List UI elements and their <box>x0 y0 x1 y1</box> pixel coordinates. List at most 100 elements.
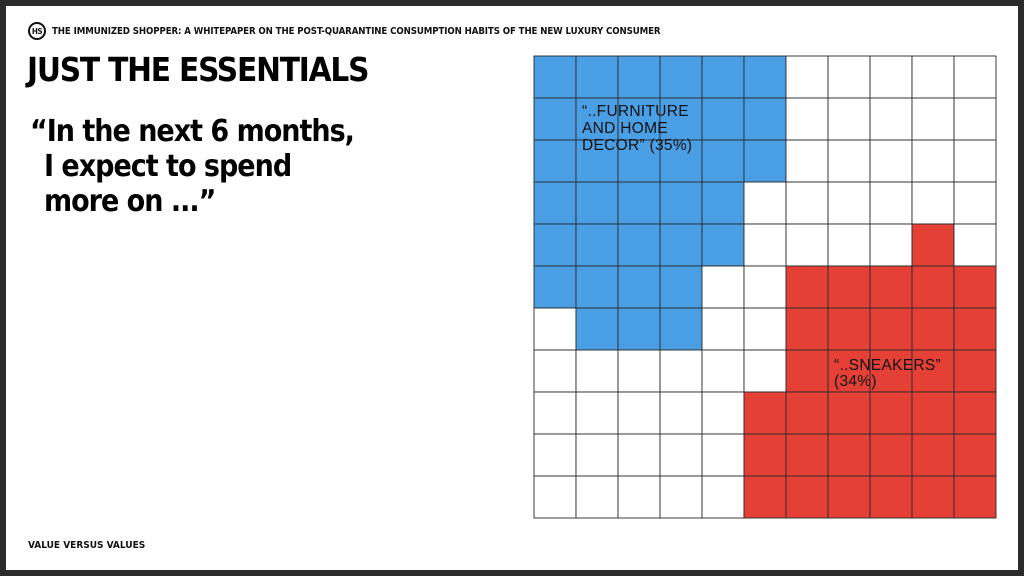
waffle-cell-furniture <box>743 55 787 99</box>
waffle-cell-empty <box>827 223 871 267</box>
waffle-cell-empty <box>533 391 577 435</box>
waffle-cell-empty <box>701 391 745 435</box>
waffle-cell-empty <box>701 433 745 477</box>
waffle-cell-sneakers <box>953 475 997 519</box>
waffle-cell-furniture <box>701 55 745 99</box>
waffle-cell-sneakers <box>827 307 871 351</box>
hs-logo-icon: HS <box>28 22 46 40</box>
waffle-cell-furniture <box>617 223 661 267</box>
waffle-cell-empty <box>953 97 997 141</box>
waffle-cell-sneakers <box>785 475 829 519</box>
waffle-cell-empty <box>617 475 661 519</box>
waffle-cell-empty <box>701 475 745 519</box>
waffle-cell-sneakers <box>953 349 997 393</box>
waffle-cell-empty <box>575 391 619 435</box>
header: HS THE IMMUNIZED SHOPPER: A WHITEPAPER O… <box>28 20 661 42</box>
waffle-cell-furniture <box>533 97 577 141</box>
sneakers-label-line: (34%) <box>834 373 877 390</box>
waffle-cell-furniture <box>617 97 661 141</box>
waffle-cell-empty <box>743 265 787 309</box>
waffle-cell-empty <box>617 349 661 393</box>
waffle-cell-furniture <box>533 265 577 309</box>
slide-headline: JUST THE ESSENTIALS <box>27 50 369 89</box>
waffle-cell-furniture <box>701 181 745 225</box>
waffle-cell-furniture <box>659 307 703 351</box>
waffle-cell-furniture <box>659 223 703 267</box>
waffle-cell-furniture <box>659 181 703 225</box>
waffle-cell-furniture <box>575 265 619 309</box>
waffle-cell-sneakers <box>869 391 913 435</box>
waffle-cell-sneakers <box>911 433 955 477</box>
quote-line-1: “In the next 6 months, <box>30 114 355 149</box>
waffle-cell-empty <box>827 55 871 99</box>
waffle-cell-sneakers <box>785 391 829 435</box>
furniture-label-line: DECOR” (35%) <box>582 137 692 154</box>
waffle-cell-empty <box>533 349 577 393</box>
waffle-cell-furniture <box>533 139 577 183</box>
survey-quote: “In the next 6 months, I expect to spend… <box>30 114 355 219</box>
waffle-cell-furniture <box>575 55 619 99</box>
waffle-cell-furniture <box>575 139 619 183</box>
waffle-cell-sneakers <box>869 433 913 477</box>
waffle-cell-sneakers <box>953 433 997 477</box>
waffle-cell-furniture <box>533 223 577 267</box>
waffle-cell-empty <box>659 391 703 435</box>
waffle-cells <box>533 55 997 519</box>
waffle-cell-empty <box>533 475 577 519</box>
waffle-cell-empty <box>785 181 829 225</box>
waffle-cell-empty <box>617 433 661 477</box>
waffle-cell-empty <box>743 181 787 225</box>
furniture-label-line: AND HOME <box>582 120 668 137</box>
waffle-cell-empty <box>785 97 829 141</box>
waffle-cell-sneakers <box>911 265 955 309</box>
waffle-cell-empty <box>575 475 619 519</box>
waffle-cell-empty <box>617 391 661 435</box>
waffle-cell-empty <box>869 181 913 225</box>
waffle-cell-empty <box>827 139 871 183</box>
waffle-cell-empty <box>659 349 703 393</box>
furniture-label-line: “..FURNITURE <box>582 103 689 120</box>
waffle-cell-furniture <box>617 265 661 309</box>
waffle-cell-empty <box>869 97 913 141</box>
waffle-cell-furniture <box>659 265 703 309</box>
waffle-cell-empty <box>785 223 829 267</box>
waffle-cell-sneakers <box>827 475 871 519</box>
waffle-cell-furniture <box>617 55 661 99</box>
waffle-cell-empty <box>869 223 913 267</box>
sneakers-label-line: “..SNEAKERS” <box>834 357 941 374</box>
waffle-cell-sneakers <box>869 265 913 309</box>
waffle-cell-empty <box>575 433 619 477</box>
waffle-cell-empty <box>869 139 913 183</box>
waffle-cell-empty <box>743 349 787 393</box>
waffle-cell-furniture <box>617 181 661 225</box>
waffle-cell-sneakers <box>953 391 997 435</box>
quote-line-3: more on ...” <box>44 184 216 219</box>
waffle-cell-furniture <box>575 181 619 225</box>
waffle-cell-sneakers <box>911 349 955 393</box>
waffle-cell-furniture <box>533 55 577 99</box>
waffle-cell-sneakers <box>827 433 871 477</box>
waffle-cell-furniture <box>701 223 745 267</box>
waffle-cell-sneakers <box>785 349 829 393</box>
quote-line-2: I expect to spend <box>44 149 292 184</box>
footer-section-title: VALUE VERSUS VALUES <box>28 540 146 551</box>
waffle-cell-sneakers <box>743 475 787 519</box>
waffle-cell-sneakers <box>953 265 997 309</box>
waffle-cell-furniture <box>743 97 787 141</box>
waffle-cell-sneakers <box>785 265 829 309</box>
waffle-cell-sneakers <box>827 265 871 309</box>
waffle-cell-empty <box>953 139 997 183</box>
waffle-cell-sneakers <box>743 391 787 435</box>
waffle-cell-sneakers <box>911 223 955 267</box>
waffle-cell-empty <box>911 55 955 99</box>
waffle-cell-empty <box>785 55 829 99</box>
waffle-cell-empty <box>533 307 577 351</box>
waffle-cell-empty <box>953 223 997 267</box>
waffle-cell-empty <box>869 55 913 99</box>
waffle-cell-empty <box>533 433 577 477</box>
waffle-cell-sneakers <box>785 433 829 477</box>
waffle-cell-empty <box>785 139 829 183</box>
waffle-cell-empty <box>911 181 955 225</box>
